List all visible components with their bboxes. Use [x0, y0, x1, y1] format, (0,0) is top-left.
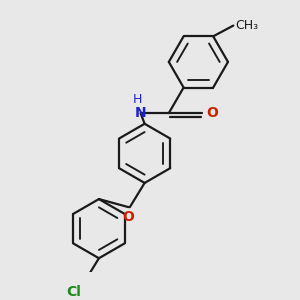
Text: CH₃: CH₃	[236, 19, 259, 32]
Text: Cl: Cl	[66, 285, 81, 299]
Text: H: H	[132, 93, 142, 106]
Text: O: O	[123, 210, 134, 224]
Text: O: O	[206, 106, 218, 120]
Text: N: N	[135, 106, 146, 120]
